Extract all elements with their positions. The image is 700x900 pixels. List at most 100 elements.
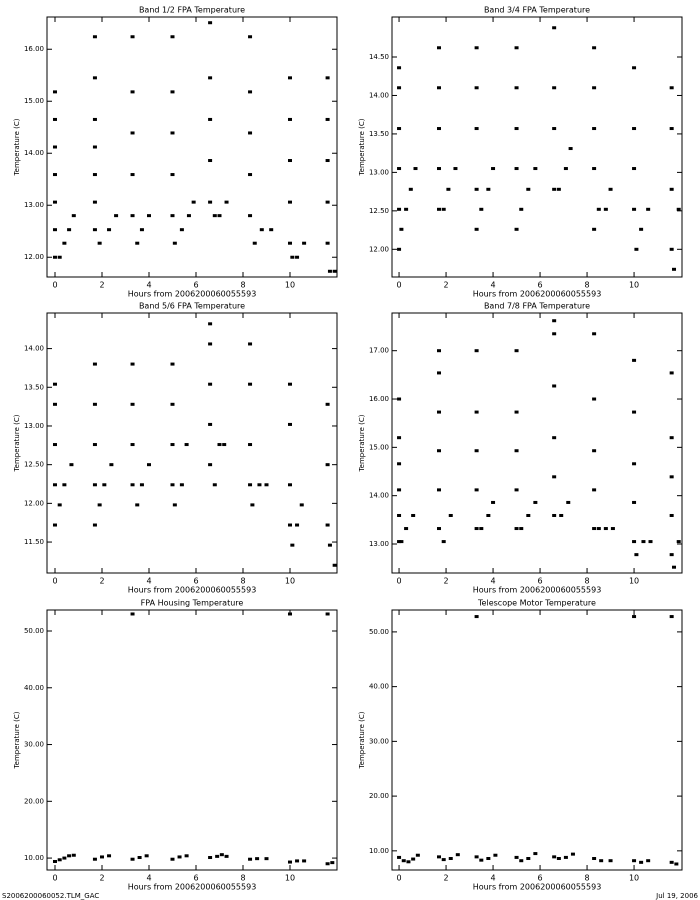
x-tick-label: 0 [397, 281, 402, 290]
data-point [325, 862, 330, 866]
data-point [437, 349, 442, 353]
data-point [592, 332, 597, 336]
data-point [646, 859, 651, 863]
data-point [592, 857, 597, 861]
data-point [397, 462, 402, 466]
y-tick-label: 16.00 [24, 45, 44, 53]
data-point [170, 90, 175, 94]
data-point [287, 241, 292, 245]
data-point [552, 436, 557, 440]
x-axis-label: Hours from 2006200060055593 [128, 883, 257, 892]
data-point [474, 410, 479, 414]
data-point [52, 859, 57, 863]
data-point [179, 228, 184, 232]
data-point [399, 540, 404, 544]
y-tick-label: 13.00 [24, 422, 44, 430]
y-tick-label: 50.00 [24, 627, 44, 635]
data-point [330, 861, 335, 865]
chart-panel: Telescope Motor Temperature Hours from 20… [358, 599, 683, 892]
x-tick-label: 2 [99, 874, 104, 883]
y-tick-label: 14.00 [369, 492, 389, 500]
x-tick-label: 0 [397, 577, 402, 586]
data-point [109, 463, 114, 467]
data-point [514, 349, 519, 353]
data-point [632, 358, 637, 362]
data-point [533, 500, 538, 504]
data-point [491, 167, 496, 171]
data-point [250, 503, 255, 507]
data-point [97, 503, 102, 507]
data-point [208, 117, 213, 121]
data-point [92, 145, 97, 149]
x-tick-label: 4 [491, 577, 496, 586]
data-point [552, 332, 557, 336]
data-point [130, 443, 135, 447]
data-point [327, 543, 332, 547]
data-point [514, 46, 519, 50]
data-point [208, 159, 213, 163]
y-tick-label: 12.00 [369, 245, 389, 253]
data-point [52, 255, 57, 259]
data-point [248, 443, 253, 447]
data-point [519, 527, 524, 531]
data-point [474, 46, 479, 50]
data-point [552, 475, 557, 479]
data-point [184, 854, 189, 858]
data-point [170, 483, 175, 487]
data-point [603, 207, 608, 211]
y-tick-label: 30.00 [24, 741, 44, 749]
data-point [257, 483, 262, 487]
y-tick-label: 12.00 [24, 253, 44, 261]
data-point [287, 200, 292, 204]
data-point [52, 173, 57, 177]
x-axis-label: Hours from 2006200060055593 [473, 586, 602, 595]
data-point [474, 527, 479, 531]
x-tick-label: 4 [491, 281, 496, 290]
data-point [486, 513, 491, 517]
data-point [533, 167, 538, 171]
data-point [325, 117, 330, 121]
data-point [57, 858, 62, 862]
y-axis-label: Temperature (C) [358, 118, 366, 176]
data-point [52, 145, 57, 149]
chart-panel: Band 1/2 FPA Temperature Hours from 20062… [13, 6, 338, 299]
data-point [608, 187, 613, 191]
data-point [102, 483, 107, 487]
data-point [52, 90, 57, 94]
y-tick-label: 16.00 [369, 395, 389, 403]
data-point [130, 612, 135, 616]
data-point [397, 513, 402, 517]
x-tick-label: 6 [193, 874, 198, 883]
data-point [397, 855, 402, 859]
data-point [441, 207, 446, 211]
data-point [632, 540, 637, 544]
data-point [437, 855, 442, 859]
data-point [632, 66, 637, 70]
data-point [566, 500, 571, 504]
data-point [137, 856, 142, 860]
data-point [290, 543, 295, 547]
data-point [130, 362, 135, 366]
data-point [674, 862, 679, 866]
data-point [486, 857, 491, 861]
data-point [406, 860, 411, 864]
data-point [287, 483, 292, 487]
data-point [559, 513, 564, 517]
data-point [437, 410, 442, 414]
y-tick-label: 17.00 [369, 347, 389, 355]
x-axis-label: Hours from 2006200060055593 [473, 883, 602, 892]
data-point [519, 207, 524, 211]
data-point [669, 860, 674, 864]
data-point [669, 86, 674, 90]
data-point [413, 167, 418, 171]
data-point [596, 207, 601, 211]
data-point [479, 527, 484, 531]
data-point [446, 187, 451, 191]
y-tick-label: 14.00 [369, 91, 389, 99]
chart-title: Band 7/8 FPA Temperature [484, 302, 590, 311]
x-tick-label: 0 [52, 874, 57, 883]
y-tick-label: 12.00 [24, 499, 44, 507]
data-point [287, 76, 292, 80]
data-point [62, 241, 67, 245]
